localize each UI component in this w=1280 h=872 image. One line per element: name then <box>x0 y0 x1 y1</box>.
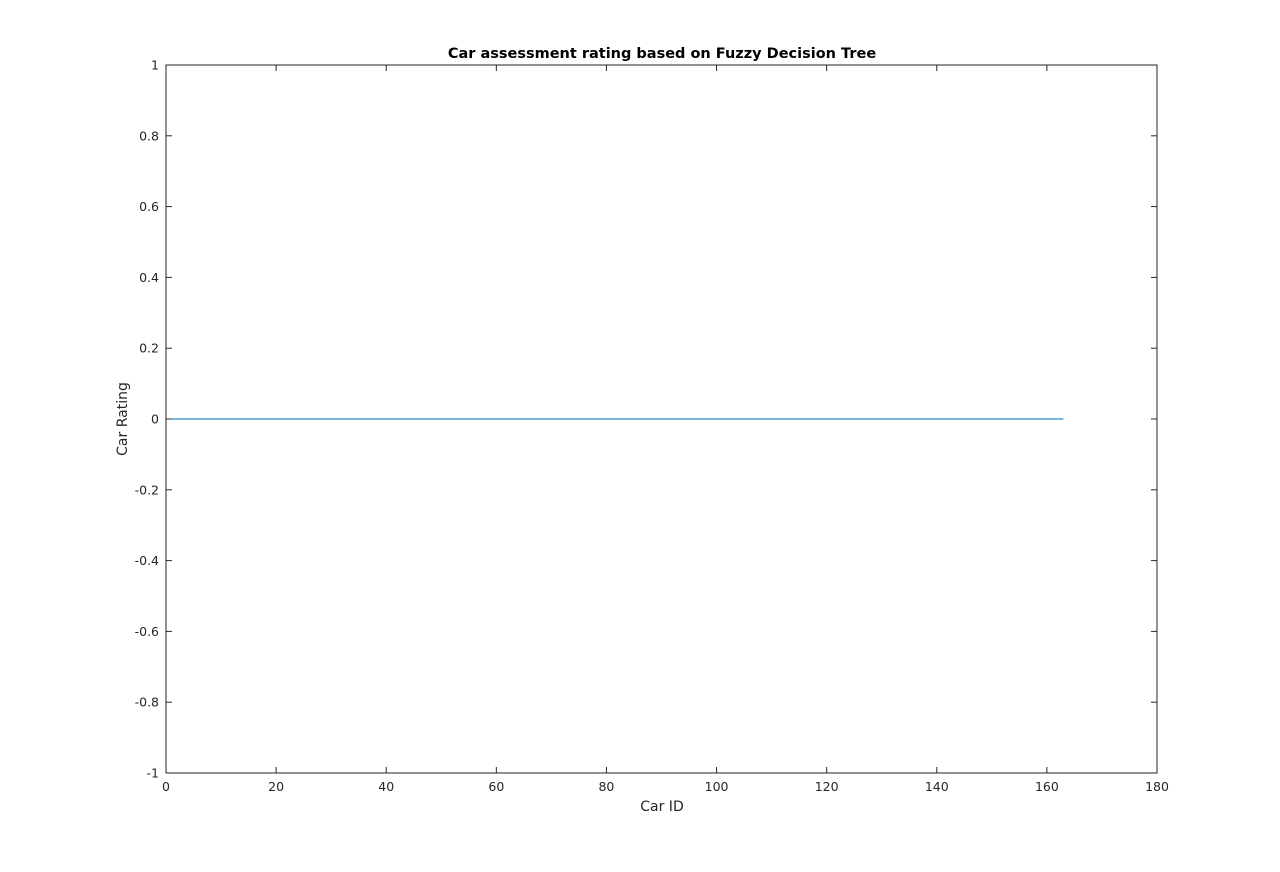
y-tick-label: 0.8 <box>139 128 159 143</box>
x-tick-label: 160 <box>1035 779 1059 794</box>
x-tick-label: 180 <box>1145 779 1169 794</box>
y-tick-label: 0.2 <box>139 341 159 356</box>
x-axis-title: Car ID <box>640 799 683 815</box>
y-tick-label: 0.6 <box>139 199 159 214</box>
x-axis: 0 20 40 60 80 100 120 140 160 180 <box>162 65 1169 794</box>
x-tick-label: 60 <box>488 779 504 794</box>
y-tick-label: -0.6 <box>135 624 159 639</box>
y-tick-label: -0.8 <box>135 695 159 710</box>
y-tick-label: -0.2 <box>135 482 159 497</box>
x-tick-label: 40 <box>378 779 394 794</box>
x-tick-label: 140 <box>925 779 949 794</box>
x-tick-label: 100 <box>705 779 729 794</box>
x-tick-label: 20 <box>268 779 284 794</box>
y-tick-label: 1 <box>151 58 159 73</box>
x-tick-label: 80 <box>598 779 614 794</box>
x-tick-label: 120 <box>815 779 839 794</box>
y-tick-label: 0.4 <box>139 270 159 285</box>
y-axis: -1 -0.8 -0.6 -0.4 -0.2 0 0.2 0.4 0.6 0.8 1 <box>135 58 1157 781</box>
y-tick-label: -0.4 <box>135 553 159 568</box>
y-tick-label: 0 <box>151 412 159 427</box>
y-axis-title: Car Rating <box>115 382 131 456</box>
y-tick-label: -1 <box>147 766 159 781</box>
x-tick-label: 0 <box>162 779 170 794</box>
chart-title: Car assessment rating based on Fuzzy Dec… <box>448 46 877 62</box>
